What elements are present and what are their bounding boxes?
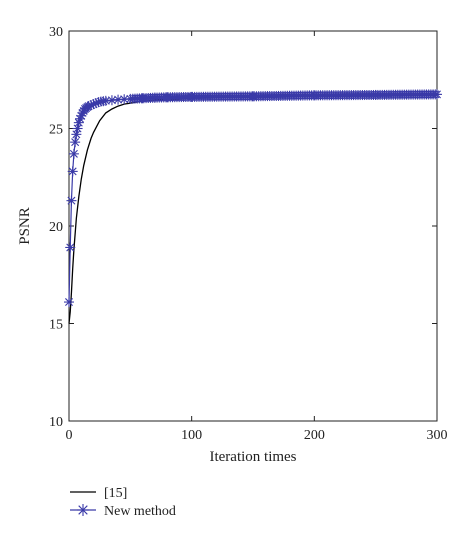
y-tick-label: 15 <box>49 318 63 333</box>
x-axis-ticks: 0 100 200 300 <box>66 31 448 443</box>
data-point-marker <box>68 148 79 159</box>
x-axis-label: Iteration times <box>209 449 296 465</box>
x-tick-label: 0 <box>66 428 73 443</box>
data-point-marker <box>64 297 74 308</box>
y-tick-label: 10 <box>49 415 63 430</box>
series-0 <box>68 94 437 324</box>
legend-label-new-method: New method <box>104 504 176 519</box>
legend: [15] New method <box>70 486 176 519</box>
plot-area <box>68 30 438 422</box>
y-axis-label: PSNR <box>17 207 33 245</box>
y-tick-label: 20 <box>49 220 63 235</box>
series-1 <box>64 89 442 308</box>
series-layer <box>64 89 442 324</box>
x-tick-label: 300 <box>427 428 448 443</box>
y-tick-label: 25 <box>49 123 63 138</box>
x-tick-label: 200 <box>304 428 325 443</box>
data-point-marker <box>66 195 77 206</box>
series-line <box>68 94 437 324</box>
y-axis-ticks: 10 15 20 25 30 <box>49 25 437 430</box>
y-tick-label: 30 <box>49 25 63 40</box>
data-point-marker <box>65 242 76 253</box>
legend-marker-new-method <box>77 504 89 516</box>
series-line <box>68 93 438 303</box>
data-point-marker <box>67 166 78 177</box>
data-point-marker <box>430 89 441 100</box>
legend-asterisk-icon <box>77 504 89 516</box>
legend-label-15: [15] <box>104 486 127 501</box>
data-point-marker <box>70 137 81 148</box>
x-tick-label: 100 <box>181 428 202 443</box>
data-point-marker <box>106 95 117 106</box>
plot-frame <box>68 30 438 422</box>
